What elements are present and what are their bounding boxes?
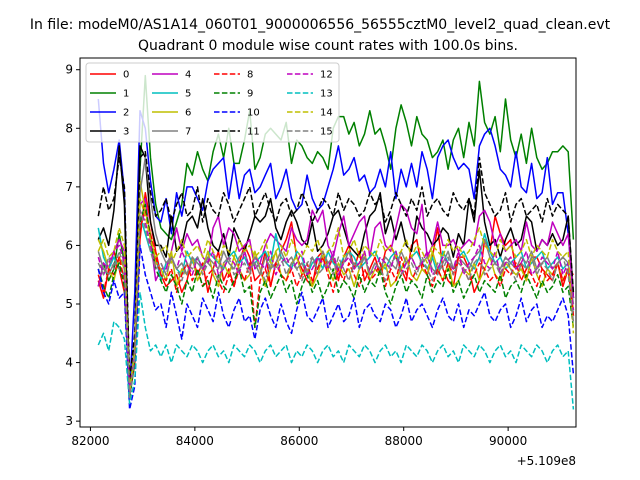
- y-tick-label: 5: [65, 297, 73, 311]
- legend-label-11: 11: [247, 127, 260, 138]
- series-line-0: [97, 191, 574, 381]
- x-tick-label: 90000: [489, 434, 527, 448]
- x-offset-label: +5.109e8: [517, 454, 576, 468]
- legend-label-4: 4: [185, 70, 191, 81]
- legend-label-5: 5: [185, 89, 191, 100]
- y-tick-label: 9: [65, 63, 73, 77]
- y-tick-label: 8: [65, 121, 73, 135]
- legend-label-7: 7: [185, 127, 191, 138]
- series-line-12: [97, 209, 575, 393]
- plot-frame: [79, 57, 577, 428]
- series-line-4: [97, 197, 575, 399]
- y-tick-label: 7: [65, 180, 73, 194]
- series-line-6: [97, 180, 575, 393]
- series-line-9: [97, 203, 575, 399]
- series-line-14: [97, 197, 575, 393]
- figure-suptitle: In file: modeM0/AS1A14_060T01_9000006556…: [30, 17, 611, 33]
- legend-label-3: 3: [123, 127, 129, 138]
- series-line-11: [97, 150, 575, 381]
- y-tick-label: 4: [65, 356, 73, 370]
- legend-frame: [85, 62, 340, 143]
- series-layer: [97, 74, 575, 411]
- legend-label-12: 12: [320, 70, 333, 81]
- y-tick-label: 3: [65, 414, 73, 428]
- legend-label-2: 2: [123, 108, 129, 119]
- legend-label-14: 14: [320, 108, 333, 119]
- legend-label-1: 1: [123, 89, 129, 100]
- x-tick-label: 86000: [280, 434, 318, 448]
- legend-label-6: 6: [185, 108, 191, 119]
- chart-title: Quadrant 0 module wise count rates with …: [138, 38, 518, 54]
- legend-label-13: 13: [320, 89, 333, 100]
- x-tick-label: 82000: [71, 434, 109, 448]
- series-line-2: [97, 98, 575, 393]
- x-tick-label: 88000: [385, 434, 423, 448]
- legend-label-0: 0: [123, 70, 129, 81]
- legend-label-9: 9: [247, 89, 253, 100]
- series-line-13: [97, 291, 575, 410]
- x-tick-label: 84000: [176, 434, 214, 448]
- y-tick-label: 6: [65, 238, 73, 252]
- legend-label-8: 8: [247, 70, 253, 81]
- series-line-15: [97, 209, 575, 399]
- axis-ticks: 82000 84000 86000 88000 90000 3 4 5 6 7 8 9: [65, 63, 527, 448]
- legend-label-10: 10: [247, 108, 260, 119]
- series-line-10: [97, 244, 575, 411]
- legend-label-15: 15: [320, 127, 333, 138]
